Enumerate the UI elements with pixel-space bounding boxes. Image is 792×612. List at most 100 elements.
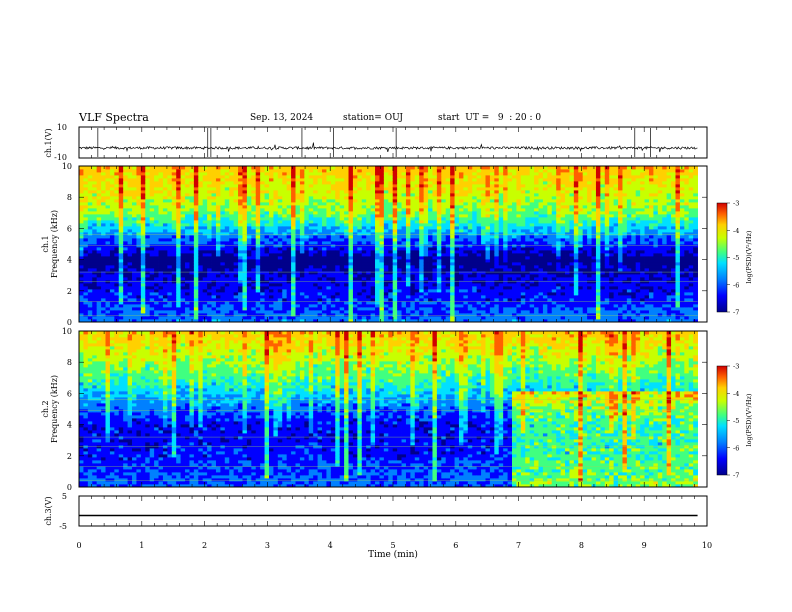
spectrogram-cell [388, 292, 394, 296]
spectrogram-cell [185, 238, 190, 242]
spectrogram-cell [397, 304, 402, 308]
spectrogram-cell [379, 181, 385, 185]
spectrogram-cell [481, 235, 486, 239]
spectrogram-cell [79, 220, 84, 224]
spectrogram-cell [304, 286, 310, 290]
spectrogram-cell [410, 184, 416, 188]
spectrogram-cell [154, 202, 159, 206]
spectrogram-cell [397, 298, 402, 302]
spectrogram-cell [211, 226, 217, 230]
spectrogram-cell [246, 187, 252, 191]
spectrogram-cell [96, 187, 102, 191]
spectrogram-cell [361, 202, 367, 206]
spectrogram-cell [176, 166, 182, 170]
spectrogram-cell [348, 295, 354, 299]
spectrogram-cell [136, 253, 142, 257]
spectrogram-cell [419, 241, 425, 245]
spectrogram-cell [472, 286, 478, 290]
spectrogram-cell [220, 271, 226, 275]
spectrogram-cell [401, 304, 407, 308]
spectrogram-cell [92, 214, 98, 218]
spectrogram-cell [193, 205, 199, 209]
spectrogram-cell [149, 217, 155, 221]
spectrogram-cell [277, 292, 283, 296]
spectrogram-cell [229, 217, 235, 221]
spectrogram-cell [317, 277, 323, 281]
spectrogram-cell [392, 250, 398, 254]
spectrogram-cell [388, 190, 394, 194]
spectrogram-cell [450, 313, 455, 317]
spectrogram-cell [357, 217, 363, 221]
spectrogram-cell [202, 310, 208, 314]
spectrogram-cell [154, 271, 159, 275]
spectrogram-cell [207, 310, 212, 314]
spectrogram-cell [330, 301, 336, 305]
spectrogram-cell [352, 238, 358, 242]
spectrogram-cell [414, 229, 420, 233]
spectrogram-cell [123, 253, 128, 257]
spectrogram-cell [273, 181, 279, 185]
spectrogram-cell [322, 241, 327, 245]
spectrogram-cell [322, 316, 327, 320]
spectrogram-cell [277, 232, 283, 236]
spectrogram-cell [357, 262, 363, 266]
spectrogram-cell [357, 166, 363, 170]
spectrogram-cell [414, 307, 420, 311]
spectrogram-cell [308, 232, 314, 236]
spectrogram-cell [410, 313, 416, 317]
spectrogram-cell [352, 217, 358, 221]
spectrogram-cell [370, 286, 376, 290]
spectrogram-cell [268, 271, 274, 275]
spectrogram-cell [361, 184, 367, 188]
spectrogram-cell [260, 253, 265, 257]
spectrogram-cell [233, 271, 239, 275]
spectrogram-cell [375, 232, 380, 236]
spectrogram-cell [348, 265, 354, 269]
spectrogram-cell [428, 247, 433, 251]
spectrogram-cell [101, 166, 106, 170]
spectrogram-cell [154, 262, 159, 266]
spectrogram-cell [441, 301, 447, 305]
spectrogram-cell [83, 268, 89, 272]
spectrogram-cell [268, 172, 274, 176]
spectrogram-cell [383, 193, 389, 197]
spectrogram-cell [101, 178, 106, 182]
spectrogram-cell [158, 241, 164, 245]
spectrogram-cell [344, 223, 349, 227]
spectrogram-cell [375, 289, 380, 293]
spectrogram-cell [445, 172, 451, 176]
spectrogram-cell [458, 211, 464, 215]
spectrogram-cell [273, 166, 279, 170]
spectrogram-cell [109, 208, 115, 212]
spectrogram-cell [335, 193, 341, 197]
spectrogram-cell [114, 208, 120, 212]
spectrogram-cell [410, 283, 416, 287]
spectrogram-cell [467, 226, 473, 230]
spectrogram-cell [432, 289, 438, 293]
spectrogram-cell [224, 229, 230, 233]
spectrogram-cell [123, 166, 128, 170]
spectrogram-cell [432, 181, 438, 185]
spectrogram-cell [423, 298, 429, 302]
spectrogram-cell [127, 217, 133, 221]
spectrogram-cell [79, 256, 84, 260]
spectrogram-cell [105, 274, 111, 278]
spectrogram-cell [140, 196, 146, 200]
spectrogram-cell [140, 199, 146, 203]
spectrogram-cell [79, 226, 84, 230]
spectrogram-cell [132, 283, 137, 287]
spectrogram-cell [383, 217, 389, 221]
spectrogram-cell [162, 271, 168, 275]
spectrogram-cell [322, 301, 327, 305]
spectrogram-cell [255, 235, 261, 239]
spectrogram-cell [397, 301, 402, 305]
spectrogram-cell [463, 166, 469, 170]
spectrogram-cell [193, 310, 199, 314]
spectrogram-cell [162, 178, 168, 182]
spectrogram-cell [308, 304, 314, 308]
spectrogram-cell [109, 232, 115, 236]
spectrogram-cell [330, 169, 336, 173]
spectrogram-cell [366, 166, 372, 170]
spectrogram-cell [352, 193, 358, 197]
spectrogram-cell [463, 184, 469, 188]
